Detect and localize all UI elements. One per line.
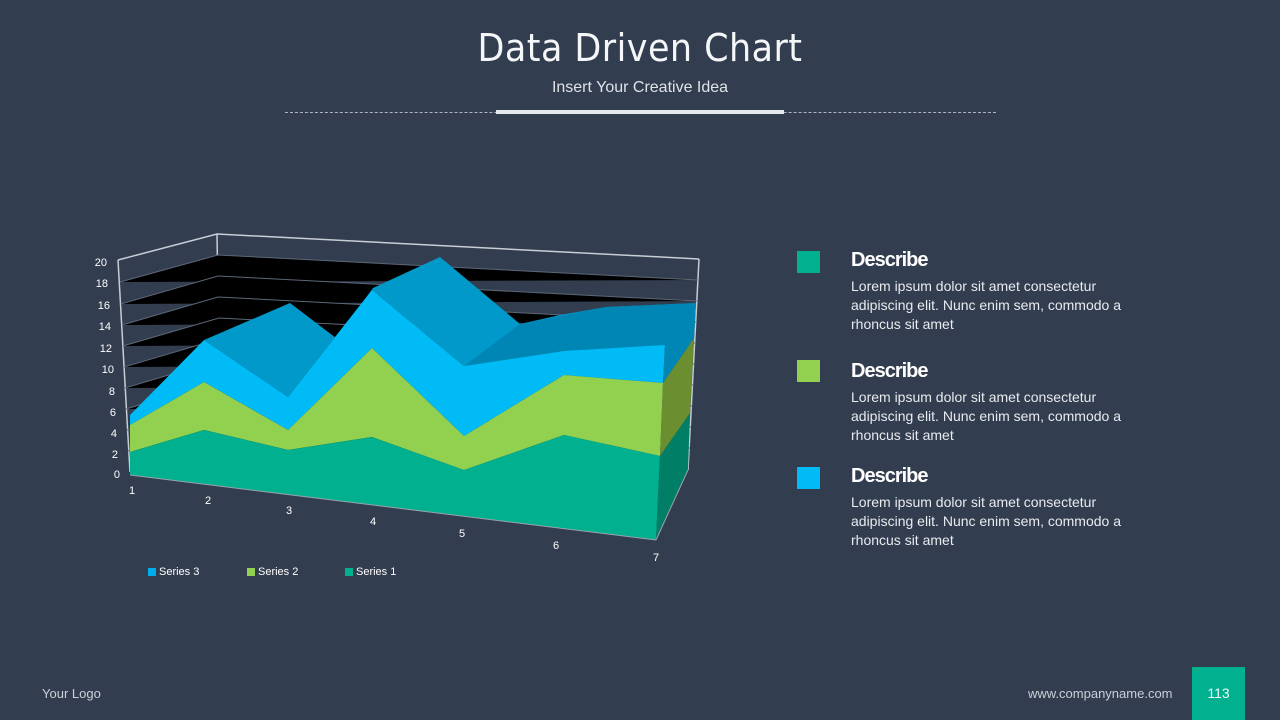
svg-text:8: 8 — [109, 386, 115, 398]
svg-text:4: 4 — [111, 428, 117, 440]
svg-text:4: 4 — [370, 516, 376, 528]
series2-front-face — [130, 348, 663, 470]
series3-front-face — [130, 290, 665, 436]
svg-text:7: 7 — [653, 552, 659, 564]
y-axis-ticks: 20 18 16 14 12 10 8 6 4 2 0 — [95, 257, 120, 481]
svg-text:5: 5 — [459, 528, 465, 540]
legend-series-2: Series 2 — [247, 566, 298, 578]
legend-label: Series 3 — [159, 566, 200, 578]
legend-swatch-icon — [345, 568, 353, 576]
svg-text:12: 12 — [100, 343, 112, 355]
svg-text:2: 2 — [205, 495, 211, 507]
legend-label: Series 1 — [356, 566, 397, 578]
svg-text:10: 10 — [102, 364, 114, 376]
description-heading: Describe — [851, 249, 928, 271]
svg-text:18: 18 — [96, 278, 108, 290]
color-square-icon — [797, 251, 820, 273]
series2-side-face — [660, 338, 694, 456]
series1-side-face — [656, 413, 690, 540]
footer-logo: Your Logo — [42, 686, 101, 701]
page-number-badge: 113 — [1192, 667, 1245, 720]
svg-text:0: 0 — [114, 469, 120, 481]
description-heading: Describe — [851, 360, 928, 382]
series1-front-face — [130, 430, 660, 540]
svg-text:1: 1 — [129, 485, 135, 497]
description-text: Lorem ipsum dolor sit amet consectetur a… — [851, 278, 1122, 332]
description-text: Lorem ipsum dolor sit amet consectetur a… — [851, 389, 1122, 443]
footer-url[interactable]: www.companyname.com — [1028, 686, 1173, 701]
series3-side-face — [663, 303, 696, 383]
page-title: Data Driven Chart — [477, 26, 803, 70]
page-subtitle: Insert Your Creative Idea — [551, 79, 729, 96]
svg-text:3: 3 — [286, 505, 292, 517]
title-divider-bar — [496, 110, 784, 114]
svg-text:16: 16 — [98, 300, 110, 312]
legend-series-1: Series 1 — [345, 566, 396, 578]
x-axis-ticks: 1 2 3 4 5 6 7 — [129, 485, 659, 564]
svg-text:6: 6 — [553, 540, 559, 552]
legend-label: Series 2 — [258, 566, 299, 578]
legend-series-3: Series 3 — [148, 566, 199, 578]
description-text: Lorem ipsum dolor sit amet consectetur a… — [851, 494, 1122, 548]
series3-top-surface — [130, 257, 696, 415]
color-square-icon — [797, 360, 820, 382]
svg-text:6: 6 — [110, 407, 116, 419]
legend-swatch-icon — [148, 568, 156, 576]
svg-text:2: 2 — [112, 449, 118, 461]
svg-text:20: 20 — [95, 257, 107, 269]
description-heading: Describe — [851, 465, 928, 487]
legend-swatch-icon — [247, 568, 255, 576]
svg-text:14: 14 — [99, 321, 111, 333]
color-square-icon — [797, 467, 820, 489]
